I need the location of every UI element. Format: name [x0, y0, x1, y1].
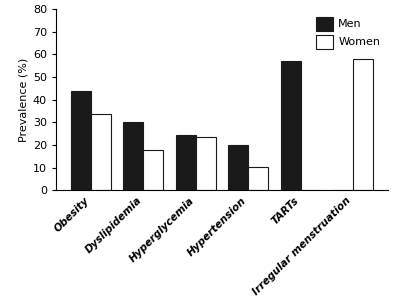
Y-axis label: Prevalence (%): Prevalence (%): [19, 58, 29, 142]
Bar: [176, 135, 196, 190]
Legend: Men, Women: Men, Women: [314, 15, 382, 51]
Bar: [196, 137, 216, 190]
Bar: [353, 59, 373, 190]
Bar: [71, 91, 91, 190]
Bar: [91, 115, 111, 190]
Bar: [144, 150, 163, 190]
Bar: [248, 167, 268, 190]
Bar: [124, 122, 144, 190]
Bar: [281, 61, 300, 190]
Bar: [228, 145, 248, 190]
